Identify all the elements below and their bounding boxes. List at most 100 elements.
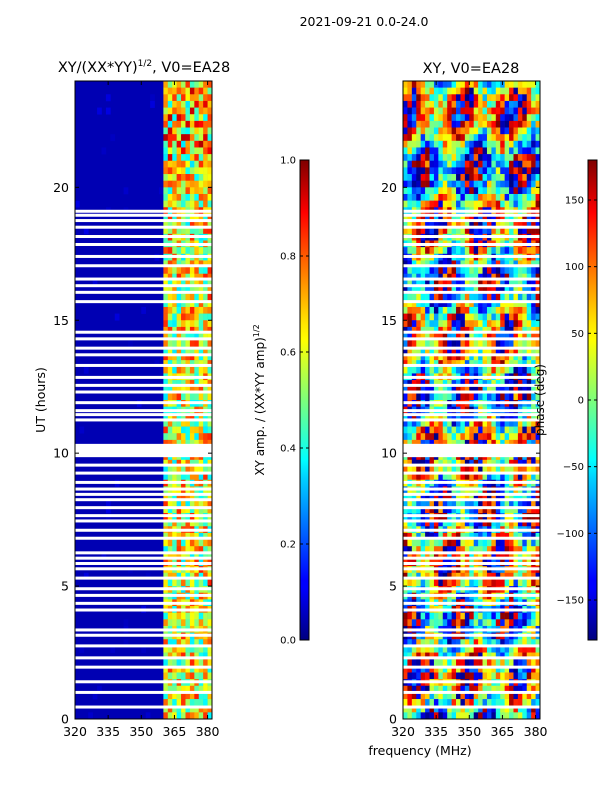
phase-heatmap-cell [447, 154, 452, 162]
phase-heatmap-cell [531, 107, 536, 115]
phase-heatmap-cell [491, 147, 497, 155]
amplitude-heatmap-cell [185, 572, 191, 580]
phase-flagged-row [403, 556, 540, 560]
phase-heatmap-cell [416, 692, 421, 700]
phase-heatmap-cell [403, 705, 408, 713]
phase-heatmap-cell [504, 665, 510, 673]
phase-heatmap-cell [411, 213, 417, 221]
phase-heatmap-cell [411, 699, 417, 707]
phase-heatmap-cell [486, 506, 492, 514]
phase-heatmap-cell [456, 154, 461, 162]
phase-heatmap-cell [482, 579, 488, 587]
phase-heatmap-cell [451, 200, 457, 208]
phase-heatmap-cell [513, 340, 519, 348]
amplitude-heatmap-cell [194, 340, 200, 348]
phase-heatmap-cell [491, 174, 497, 181]
phase-heatmap-cell [482, 552, 488, 560]
phase-heatmap-cell [491, 333, 497, 341]
phase-heatmap-cell [522, 645, 528, 653]
amplitude-heatmap-cell [172, 493, 177, 500]
phase-heatmap-cell [407, 366, 413, 374]
amplitude-heatmap-cell [172, 154, 177, 162]
phase-heatmap-cell [517, 94, 523, 102]
phase-heatmap-cell [473, 705, 479, 713]
phase-heatmap-cell [407, 519, 413, 527]
amplitude-heatmap-cell [172, 260, 177, 268]
amplitude-heatmap-cell [207, 193, 213, 201]
amplitude-heatmap-cell [167, 227, 173, 235]
phase-heatmap-cell [482, 459, 488, 467]
phase-heatmap-cell [429, 287, 435, 294]
phase-heatmap-cell [460, 639, 466, 647]
phase-heatmap-cell [495, 499, 501, 507]
phase-heatmap-cell [460, 506, 466, 514]
amplitude-heatmap-cell [203, 160, 208, 168]
phase-heatmap-cell [469, 672, 475, 680]
amplitude-heatmap-cell [176, 306, 182, 314]
phase-heatmap-cell [500, 346, 505, 354]
phase-heatmap-cell [416, 320, 421, 328]
phase-heatmap-cell [429, 659, 435, 667]
phase-heatmap-cell [526, 326, 532, 334]
phase-heatmap-cell [473, 273, 479, 281]
phase-heatmap-cell [486, 87, 492, 95]
amplitude-heatmap-cell [181, 506, 186, 514]
phase-heatmap-cell [442, 273, 448, 281]
phase-heatmap-cell [486, 193, 492, 201]
phase-heatmap-cell [504, 187, 510, 195]
phase-heatmap-cell [509, 340, 514, 348]
phase-heatmap-cell [403, 645, 408, 653]
phase-heatmap-cell [495, 107, 501, 115]
phase-heatmap-cell [469, 167, 475, 175]
phase-heatmap-cell [531, 81, 536, 88]
amplitude-heatmap-cell [163, 107, 169, 115]
phase-heatmap-cell [447, 705, 452, 713]
amplitude-heatmap-cell [185, 267, 191, 275]
phase-heatmap-cell [504, 705, 510, 713]
amplitude-y-tick-label: 5 [61, 579, 69, 594]
amplitude-heatmap-cell [163, 499, 169, 507]
phase-heatmap-cell [517, 120, 523, 128]
phase-heatmap-cell [522, 386, 528, 394]
phase-heatmap-cell [522, 87, 528, 95]
phase-heatmap-cell [526, 639, 532, 647]
phase-heatmap-cell [464, 499, 470, 507]
phase-heatmap-cell [504, 140, 510, 148]
amplitude-heatmap-cell [207, 386, 213, 394]
amplitude-heatmap-cell [203, 326, 208, 334]
phase-heatmap-cell [522, 114, 528, 122]
phase-heatmap-cell [425, 160, 430, 168]
phase-heatmap-cell [526, 705, 532, 713]
phase-heatmap-cell [535, 160, 541, 168]
amplitude-heatmap-cell [167, 493, 173, 500]
phase-heatmap-cell [478, 466, 483, 474]
phase-heatmap-cell [460, 353, 466, 361]
phase-heatmap-cell [504, 333, 510, 341]
phase-heatmap-cell [433, 114, 439, 122]
amplitude-heatmap-cell [189, 287, 195, 294]
phase-heatmap-cell [429, 220, 435, 228]
phase-heatmap-cell [469, 546, 475, 554]
phase-heatmap-cell [447, 267, 452, 275]
phase-heatmap-cell [513, 459, 519, 467]
phase-heatmap-cell [522, 147, 528, 155]
amplitude-heatmap-cell [185, 699, 191, 707]
phase-heatmap-cell [442, 200, 448, 208]
phase-heatmap-cell [433, 333, 439, 341]
phase-heatmap-cell [478, 539, 483, 547]
phase-heatmap-cell [433, 366, 439, 374]
phase-heatmap-cell [456, 260, 461, 268]
phase-heatmap-cell [504, 645, 510, 653]
phase-flagged-rows [403, 209, 540, 709]
phase-heatmap-cell [482, 433, 488, 441]
phase-heatmap-cell [517, 193, 523, 201]
amplitude-heatmap-cell [207, 280, 213, 288]
phase-heatmap-cell [456, 360, 461, 368]
amplitude-heatmap-cell [189, 552, 195, 560]
phase-heatmap-cell [517, 320, 523, 328]
phase-flagged-row [403, 608, 540, 612]
phase-heatmap-cell [416, 433, 421, 441]
phase-heatmap-cell [403, 100, 408, 108]
phase-heatmap-cell [513, 705, 519, 713]
amplitude-heatmap-cell [181, 346, 186, 354]
